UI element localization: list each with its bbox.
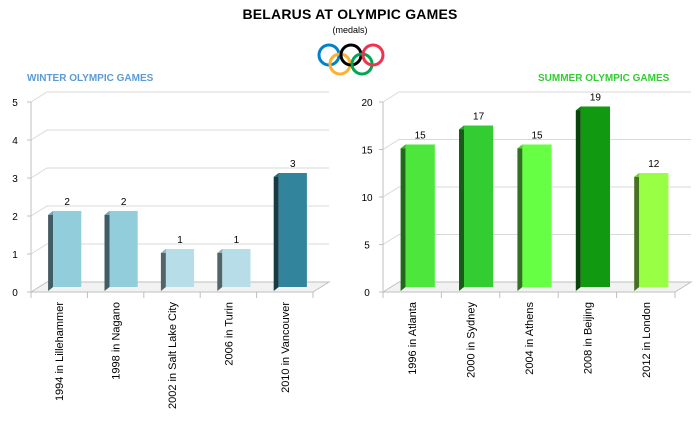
winter-bar-side — [104, 211, 110, 291]
winter-data-label: 3 — [290, 159, 296, 170]
winter-category-label: 2010 in Vancouver — [280, 302, 292, 393]
winter-bar — [222, 249, 251, 287]
winter-category-label: 1994 in Lillehammer — [54, 302, 66, 401]
winter-bar-side — [160, 249, 166, 291]
winter-bar — [165, 249, 195, 287]
summer-bar-side — [400, 144, 406, 291]
summer-bar — [639, 173, 669, 287]
winter-category-label: 2006 in Turin — [223, 302, 235, 366]
winter-y-tick-label: 1 — [12, 250, 18, 261]
summer-data-label: 15 — [531, 131, 543, 142]
summer-bar — [464, 125, 494, 287]
winter-y-tick-label: 5 — [12, 98, 18, 109]
winter-bar-side — [217, 249, 223, 291]
winter-category-label: 1998 in Nagano — [111, 302, 123, 380]
summer-y-tick-label: 10 — [361, 193, 373, 204]
summer-data-label: 17 — [473, 112, 485, 123]
summer-category-label: 2000 in Sydney — [466, 302, 478, 378]
winter-y-tick-label: 4 — [12, 136, 18, 147]
summer-y-tick-label: 5 — [364, 241, 370, 252]
summer-y-tick-label: 0 — [364, 288, 370, 299]
summer-category-label: 2012 in London — [641, 302, 653, 378]
winter-gridline — [30, 129, 329, 141]
winter-data-label: 2 — [64, 197, 70, 208]
winter-chart-title: WINTER OLYMPIC GAMES — [27, 73, 154, 84]
winter-gridline — [30, 243, 329, 255]
summer-chart-title: SUMMER OLYMPIC GAMES — [538, 73, 670, 84]
summer-data-label: 15 — [415, 131, 427, 142]
page-subtitle: (medals) — [332, 25, 368, 35]
winter-y-tick-label: 3 — [12, 174, 18, 185]
winter-y-tick-label: 2 — [12, 212, 18, 223]
winter-data-label: 1 — [234, 235, 240, 246]
winter-bar — [109, 211, 138, 287]
winter-category-label: 2002 in Salt Lake City — [167, 302, 179, 410]
summer-data-label: 19 — [590, 93, 602, 104]
winter-gridline — [30, 167, 329, 179]
winter-data-label: 1 — [177, 235, 183, 246]
page-title: BELARUS AT OLYMPIC GAMES — [242, 6, 458, 22]
winter-bar-side — [273, 173, 279, 291]
winter-y-tick-label: 0 — [12, 288, 18, 299]
winter-bar — [53, 211, 82, 287]
summer-bar-side — [459, 125, 464, 291]
summer-gridline — [382, 91, 691, 103]
summer-data-label: 12 — [648, 159, 660, 170]
summer-bar-side — [634, 173, 640, 291]
summer-category-label: 2004 in Athens — [524, 302, 536, 375]
winter-data-label: 2 — [121, 197, 127, 208]
summer-bar — [405, 144, 435, 287]
winter-gridline — [30, 91, 329, 103]
summer-bar-side — [575, 106, 581, 291]
summer-bar — [522, 144, 552, 287]
summer-bar-side — [517, 144, 523, 291]
winter-gridline — [30, 205, 329, 217]
summer-y-tick-label: 15 — [361, 146, 373, 157]
summer-bar — [580, 106, 610, 287]
olympic-rings-logo — [317, 43, 385, 76]
summer-y-tick-label: 20 — [361, 98, 373, 109]
winter-bar — [278, 173, 307, 287]
winter-bar-side — [48, 211, 54, 291]
summer-category-label: 2008 in Beijing — [582, 302, 594, 374]
summer-category-label: 1996 in Atlanta — [407, 301, 419, 375]
